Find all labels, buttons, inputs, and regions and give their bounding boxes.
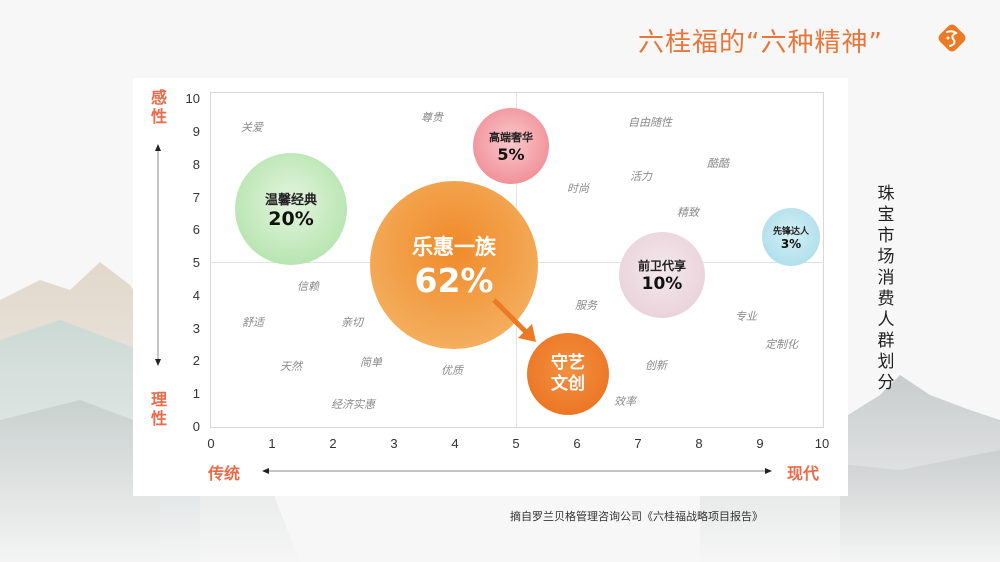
source-note: 摘自罗兰贝格管理咨询公司《六桂福战略项目报告》: [510, 510, 763, 523]
keyword-label: 天然: [280, 360, 302, 373]
y-tick: 0: [192, 419, 200, 434]
bubble-label: 高端奢华: [489, 130, 533, 144]
keyword-label: 亲切: [341, 316, 363, 329]
x-tick: 3: [390, 436, 398, 451]
x-tick: 4: [451, 436, 459, 451]
x-tick: 1: [268, 436, 276, 451]
bubble-luxury: 高端奢华 5%: [473, 108, 549, 184]
bubble-value-seekers: 乐惠一族 62%: [370, 181, 538, 349]
keyword-label: 优质: [441, 364, 463, 377]
y-tick: 4: [192, 288, 200, 303]
bubble-pioneer: 先锋达人 3%: [762, 208, 820, 266]
x-tick: 0: [207, 436, 215, 451]
bubble-label: 先锋达人: [772, 226, 809, 237]
x-tick: 6: [573, 436, 581, 451]
x-axis-right-label: 现代: [787, 464, 820, 483]
keyword-label: 舒适: [242, 316, 264, 329]
x-tick: 5: [512, 436, 520, 451]
bubble-avant-garde: 前卫代享 10%: [619, 232, 705, 318]
keyword-label: 尊贵: [421, 111, 443, 124]
x-tick: 10: [814, 436, 830, 451]
page-title: 六桂福的“六种精神”: [638, 28, 883, 58]
plot-area: [210, 92, 824, 428]
bubble-label: 前卫代享: [637, 258, 686, 273]
keyword-label: 服务: [575, 299, 597, 312]
y-tick: 1: [192, 386, 200, 401]
keyword-label: 活力: [630, 170, 652, 183]
bubble-percent: 5%: [497, 144, 525, 164]
arrow-icon: [492, 298, 536, 342]
keyword-label: 定制化: [765, 338, 798, 351]
y-tick: 8: [192, 157, 200, 172]
keyword-label: 酷酷: [707, 157, 729, 170]
y-tick: 7: [192, 190, 200, 205]
keyword-label: 创新: [645, 359, 667, 372]
keyword-label: 关爱: [241, 121, 263, 134]
keyword-label: 专业: [735, 310, 757, 323]
y-axis-double-arrow-icon: [155, 144, 161, 366]
y-tick: 6: [192, 222, 200, 237]
bubble-percent: 3%: [780, 236, 802, 251]
keyword-label: 时尚: [567, 182, 589, 195]
keyword-label: 效率: [614, 395, 636, 408]
keyword-label: 信赖: [297, 280, 319, 293]
side-title: 珠宝市场消费人群划分: [877, 184, 895, 393]
bubble-percent: 20%: [268, 207, 314, 230]
bubble-percent: 62%: [414, 260, 494, 300]
x-tick: 2: [329, 436, 337, 451]
x-tick: 7: [634, 436, 642, 451]
x-tick: 9: [756, 436, 764, 451]
brand-diamond-logo-icon: [938, 24, 966, 52]
y-tick: 10: [185, 91, 200, 106]
bubble-label: 乐惠一族: [412, 234, 496, 259]
y-tick: 5: [192, 255, 200, 270]
keyword-label: 精致: [677, 206, 699, 219]
x-axis-left-label: 传统: [208, 464, 241, 483]
y-axis-bottom-label: 理性: [150, 390, 167, 428]
x-tick: 8: [695, 436, 703, 451]
x-axis-double-arrow-icon: [262, 468, 772, 474]
bubble-label: 守艺: [551, 353, 585, 373]
bubble-label: 温馨经典: [264, 192, 317, 208]
y-tick: 9: [192, 124, 200, 139]
y-tick: 2: [192, 353, 200, 368]
keyword-label: 自由随性: [628, 116, 672, 129]
bubble-warm-classic: 温馨经典 20%: [235, 153, 347, 265]
keyword-label: 简单: [360, 356, 382, 369]
bubble-label-2: 文创: [551, 374, 585, 394]
keyword-label: 经济实惠: [331, 398, 375, 411]
bubble-percent: 10%: [641, 273, 683, 294]
y-axis-top-label: 感性: [150, 88, 167, 126]
y-tick: 3: [192, 321, 200, 336]
bubble-craft-creative: 守艺 文创: [527, 333, 609, 415]
